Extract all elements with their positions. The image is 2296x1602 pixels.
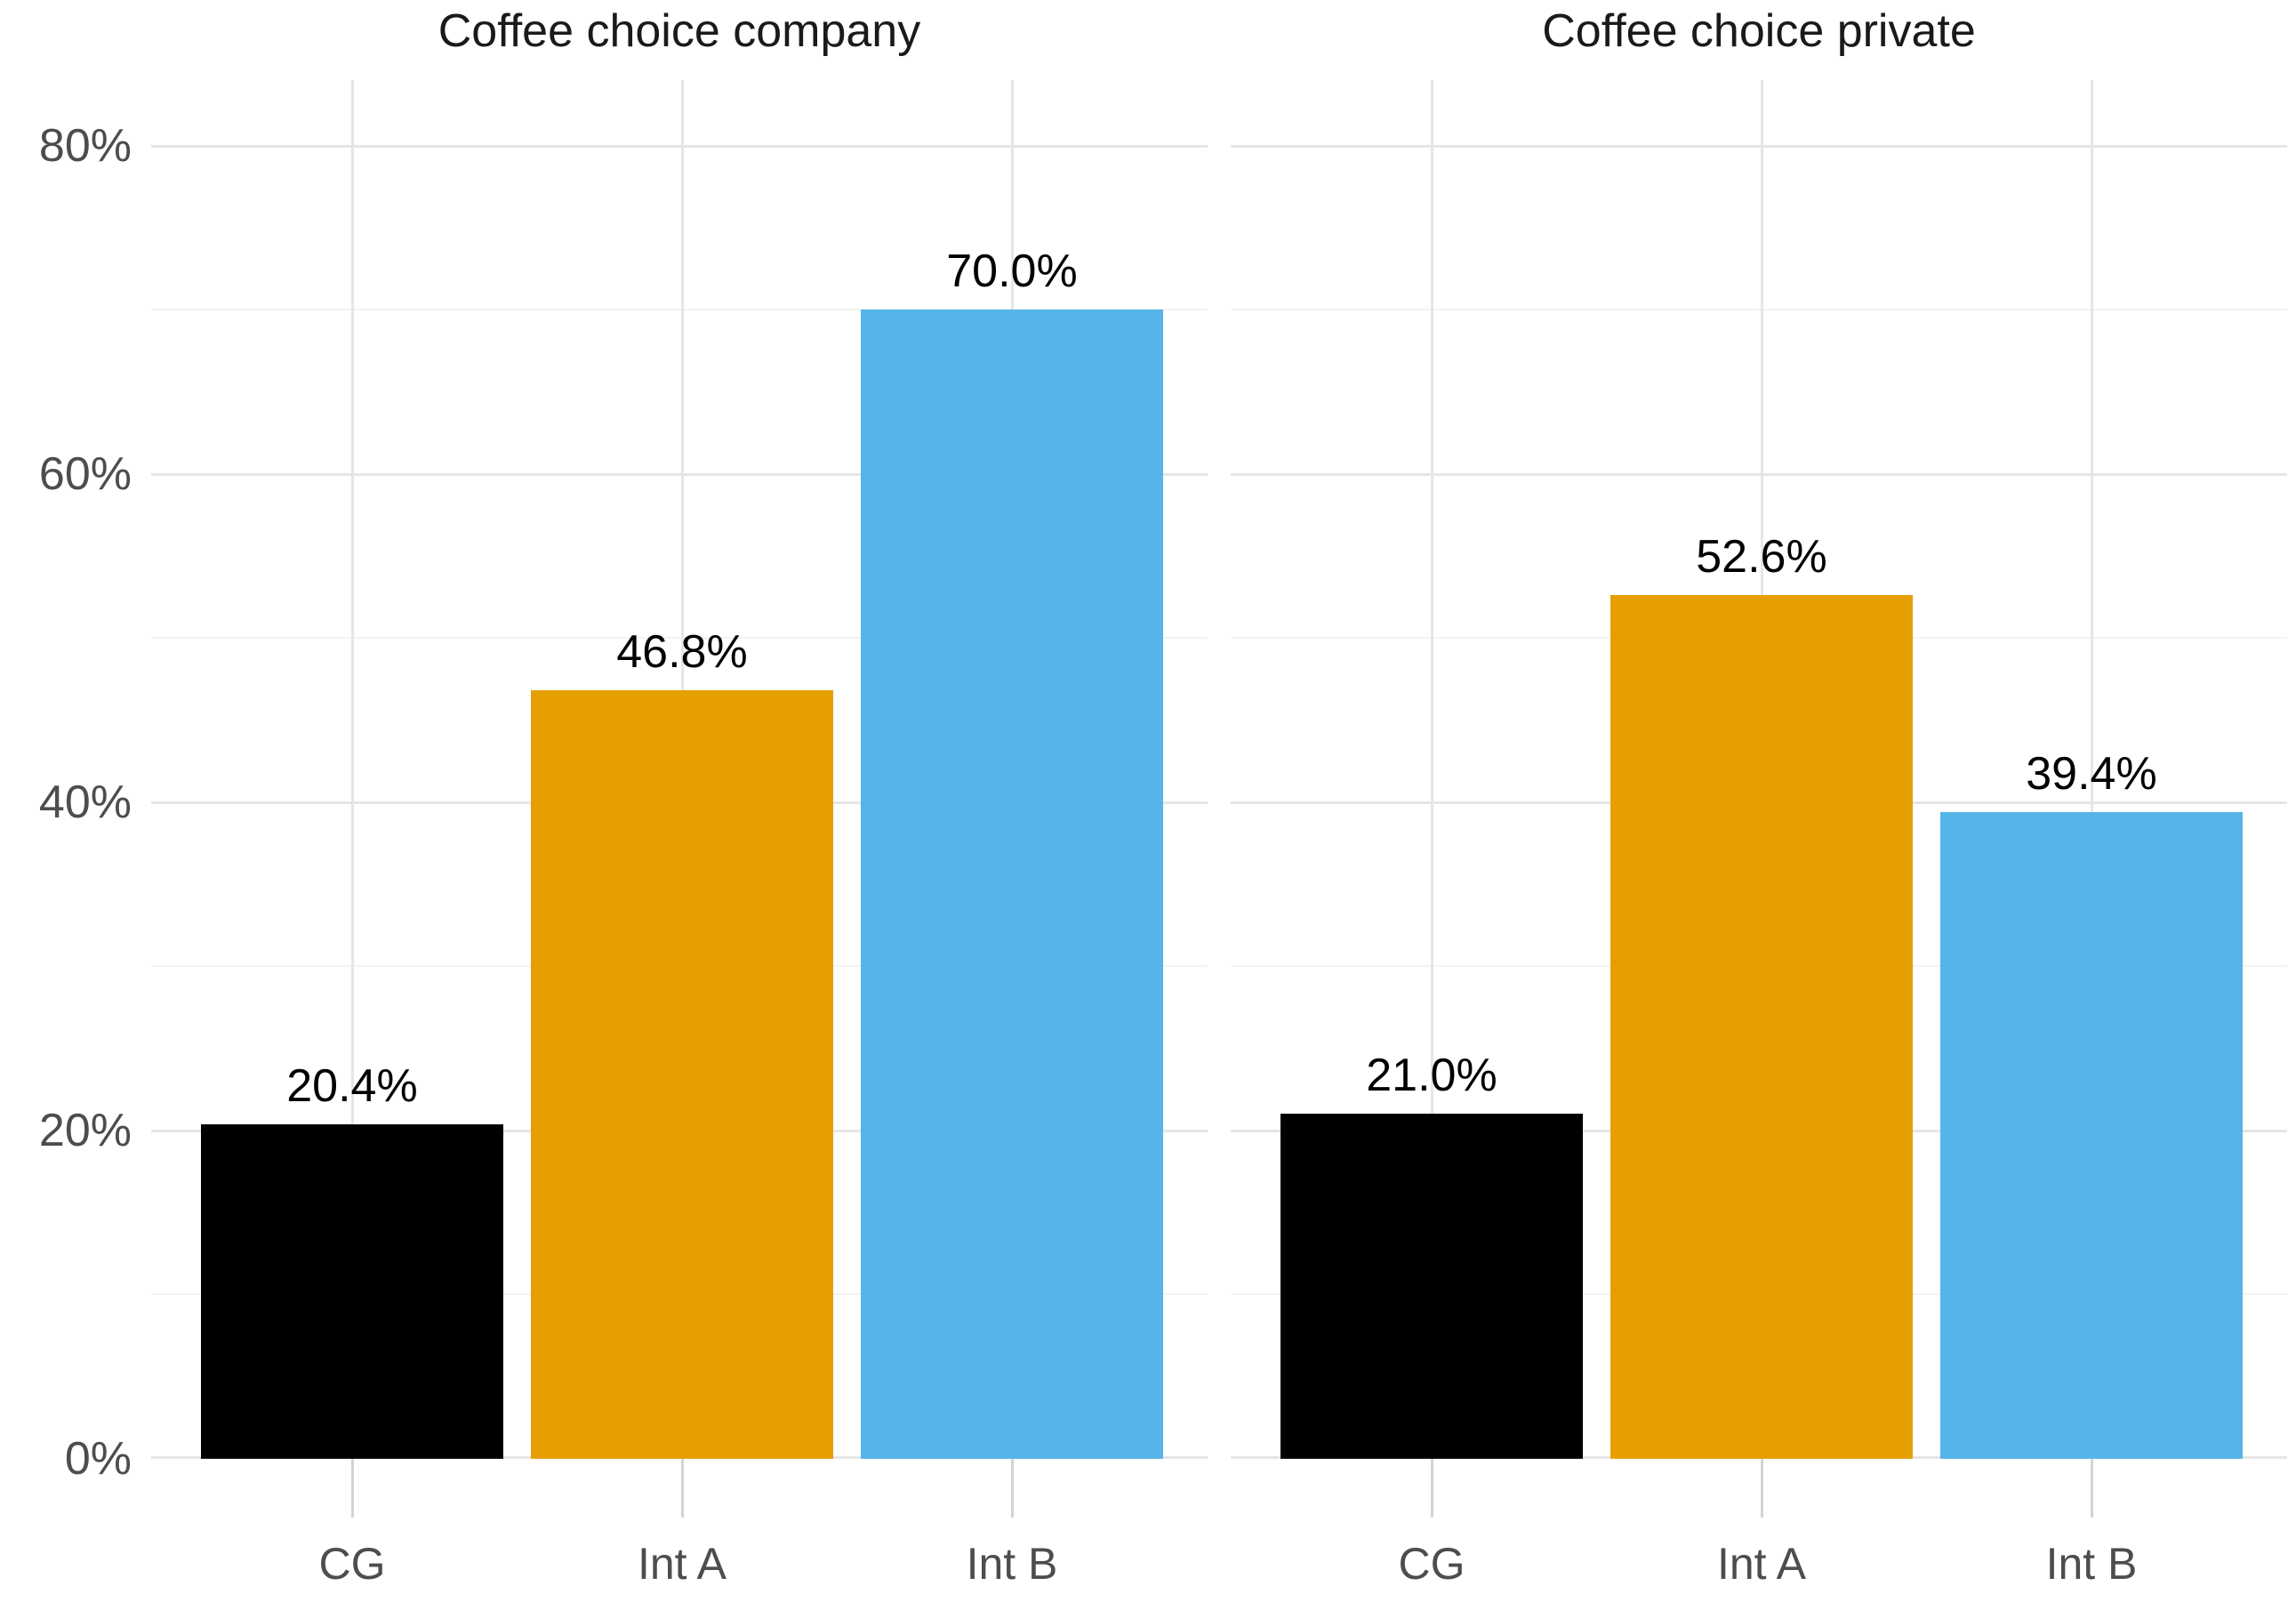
category-label: CG (318, 1539, 386, 1589)
category-label: Int A (1716, 1539, 1807, 1589)
minor-gridline (1231, 309, 2287, 311)
bar-value-label: 21.0% (1366, 1050, 1497, 1101)
bar-value-label: 39.4% (2026, 748, 2157, 800)
y-axis-label: 80% (38, 119, 132, 172)
vertical-gridline (1431, 80, 1433, 1459)
major-gridline (151, 144, 1208, 148)
x-axis-tick (1010, 1459, 1014, 1517)
vertical-gridline (351, 80, 354, 1459)
bar-int-a (1610, 595, 1913, 1459)
category-label: Int B (966, 1539, 1058, 1589)
facet-panel: 21.0% 52.6% 39.4% (1231, 80, 2287, 1459)
bar-cg (1280, 1114, 1583, 1459)
x-axis-tick (2090, 1459, 2093, 1517)
vertical-gridline (2091, 80, 2093, 1459)
y-axis-label: 20% (38, 1104, 132, 1156)
x-axis-tick (680, 1459, 684, 1517)
bar-value-label: 46.8% (616, 626, 748, 678)
x-axis-tick (1760, 1459, 1763, 1517)
x-axis-tick (350, 1459, 354, 1517)
bar-int-b (861, 310, 1163, 1459)
category-label: Int A (637, 1539, 727, 1589)
bar-cg (201, 1124, 503, 1459)
category-label: CG (1398, 1539, 1465, 1589)
bar-value-label: 70.0% (946, 246, 1078, 297)
x-axis-tick (1430, 1459, 1433, 1517)
y-axis-label: 0% (64, 1433, 132, 1485)
major-gridline (1231, 144, 2287, 148)
category-label: Int B (2045, 1539, 2138, 1589)
bar-value-label: 20.4% (286, 1060, 418, 1112)
minor-gridline (151, 309, 1208, 311)
y-axis-label: 60% (38, 447, 132, 500)
major-gridline (1231, 472, 2287, 476)
bar-int-b (1940, 812, 2243, 1459)
panel-title: Coffee choice private (1542, 5, 1976, 57)
y-axis-label: 40% (38, 776, 132, 828)
bar-int-a (531, 690, 833, 1459)
panel-title: Coffee choice company (438, 5, 921, 57)
major-gridline (151, 472, 1208, 476)
minor-gridline (151, 637, 1208, 640)
facet-panel: 20.4% 46.8% 70.0% (151, 80, 1208, 1459)
bar-value-label: 52.6% (1696, 531, 1827, 583)
